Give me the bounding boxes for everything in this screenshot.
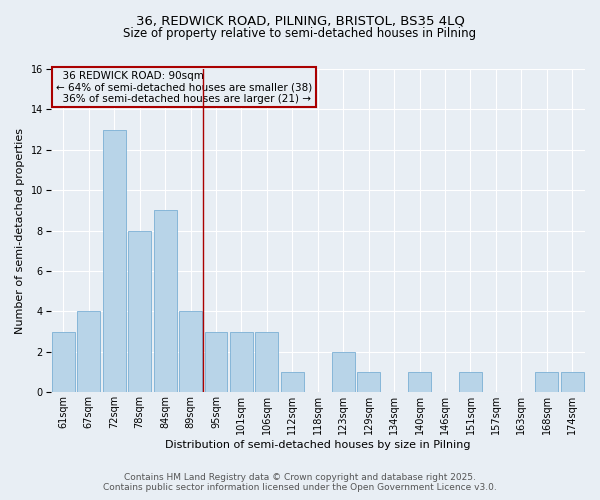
Bar (154, 210, 176, 392)
Bar (205, 332, 227, 392)
Bar (408, 372, 431, 392)
Bar (357, 372, 380, 392)
Bar (561, 372, 584, 392)
Bar (128, 230, 151, 392)
Bar (179, 312, 202, 392)
X-axis label: Distribution of semi-detached houses by size in Pilning: Distribution of semi-detached houses by … (165, 440, 470, 450)
Y-axis label: Number of semi-detached properties: Number of semi-detached properties (15, 128, 25, 334)
Bar (459, 372, 482, 392)
Bar (103, 130, 125, 392)
Bar (535, 372, 558, 392)
Bar (77, 312, 100, 392)
Bar (230, 332, 253, 392)
Bar (332, 352, 355, 393)
Text: 36, REDWICK ROAD, PILNING, BRISTOL, BS35 4LQ: 36, REDWICK ROAD, PILNING, BRISTOL, BS35… (136, 15, 464, 28)
Text: Size of property relative to semi-detached houses in Pilning: Size of property relative to semi-detach… (124, 28, 476, 40)
Text: 36 REDWICK ROAD: 90sqm
← 64% of semi-detached houses are smaller (38)
  36% of s: 36 REDWICK ROAD: 90sqm ← 64% of semi-det… (56, 70, 312, 104)
Bar (281, 372, 304, 392)
Bar (52, 332, 75, 392)
Bar (256, 332, 278, 392)
Text: Contains HM Land Registry data © Crown copyright and database right 2025.
Contai: Contains HM Land Registry data © Crown c… (103, 473, 497, 492)
